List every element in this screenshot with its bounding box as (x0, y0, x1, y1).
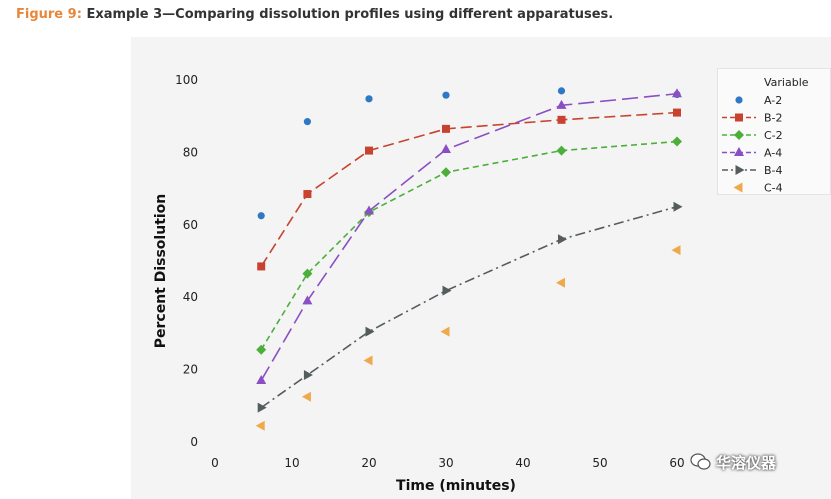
data-point-a-4 (256, 374, 267, 384)
series-b-4 (257, 201, 683, 413)
series-a-4 (256, 88, 682, 384)
watermark: 华溶仪器 (690, 452, 776, 473)
data-point-c-4 (671, 245, 681, 256)
data-point-c-2 (556, 145, 567, 156)
data-point-b-2 (673, 108, 681, 117)
series-line-a-4 (260, 92, 678, 381)
data-point-a-2 (303, 118, 311, 126)
chart-series (255, 87, 683, 431)
legend-marker-c-4 (733, 182, 743, 193)
series-c-4 (255, 245, 681, 431)
x-tick-label: 30 (438, 456, 453, 470)
series-line-c-2 (260, 140, 678, 351)
legend-item-b-2: B-2 (722, 112, 783, 125)
wechat-icon (690, 453, 711, 470)
data-point-c-4 (363, 355, 373, 366)
legend-title: Variable (764, 76, 809, 89)
legend-marker-a-4 (734, 147, 744, 156)
data-point-b-2 (257, 262, 266, 271)
data-point-c-2 (672, 136, 682, 147)
x-tick-label: 20 (361, 456, 376, 470)
data-point-b-4 (442, 285, 452, 296)
legend-marker-a-2 (735, 96, 743, 104)
y-tick-label: 20 (183, 363, 198, 377)
data-point-c-2 (441, 167, 451, 178)
data-point-b-2 (442, 124, 450, 133)
figure-number: Figure 9: (16, 7, 82, 22)
data-point-c-4 (301, 391, 311, 402)
y-tick-label: 80 (183, 145, 198, 159)
legend-item-c-4: C-4 (733, 182, 783, 195)
y-tick-label: 60 (183, 218, 198, 232)
x-tick-label: 60 (669, 456, 684, 470)
legend-item-c-2: C-2 (722, 129, 783, 142)
data-point-a-2 (365, 95, 373, 103)
x-tick-label: 10 (284, 456, 299, 470)
data-point-c-2 (302, 268, 313, 279)
series-a-2 (257, 87, 681, 220)
y-tick-label: 100 (175, 73, 198, 87)
legend-label-c-4: C-4 (764, 182, 783, 195)
data-point-b-2 (303, 190, 312, 199)
y-tick-label: 0 (190, 435, 198, 449)
x-axis-label: Time (minutes) (396, 478, 516, 494)
data-point-b-2 (365, 146, 373, 155)
data-point-a-2 (257, 212, 265, 220)
watermark-text: 华溶仪器 (716, 454, 777, 472)
legend-marker-c-2 (734, 130, 744, 140)
figure-caption: Figure 9: Example 3—Comparing dissolutio… (16, 7, 613, 22)
data-point-c-4 (255, 420, 265, 431)
data-point-c-2 (256, 344, 267, 355)
data-point-a-2 (442, 91, 450, 99)
data-point-b-4 (673, 201, 683, 212)
x-tick-label: 40 (515, 456, 530, 470)
data-point-a-4 (302, 295, 313, 305)
series-line-b-4 (260, 205, 678, 409)
y-axis-label: Percent Dissolution (153, 194, 169, 349)
series-c-2 (256, 136, 682, 355)
data-point-c-4 (556, 277, 565, 288)
legend-item-a-2: A-2 (735, 94, 782, 107)
data-point-c-4 (440, 326, 450, 337)
legend-label-b-2: B-2 (764, 112, 783, 125)
data-point-a-4 (441, 144, 451, 154)
data-point-a-2 (557, 87, 566, 95)
figure-caption-text: Example 3—Comparing dissolution profiles… (86, 7, 614, 22)
data-point-a-4 (672, 88, 682, 98)
data-point-b-4 (558, 234, 567, 245)
legend-label-b-4: B-4 (764, 164, 783, 177)
chart-axes: 0 10 20 30 40 50 60 0 20 40 60 80 100 Time (minutes) P… (153, 73, 685, 494)
chart-panel (131, 37, 831, 499)
data-point-a-4 (556, 99, 567, 109)
data-point-b-4 (257, 402, 267, 413)
data-point-b-4 (365, 326, 375, 337)
x-tick-label: 50 (592, 456, 607, 470)
chart-legend: Variable A-2 B-2 C-2 A-4 B-4 C-4 (722, 76, 809, 195)
series-line-b-2 (260, 111, 678, 267)
data-point-a-4 (364, 205, 374, 215)
series-b-2 (257, 108, 681, 271)
legend-item-a-4: A-4 (722, 147, 782, 160)
legend-label-c-2: C-2 (764, 129, 783, 142)
legend-marker-b-2 (735, 113, 743, 122)
data-point-b-4 (303, 370, 313, 381)
legend-label-a-2: A-2 (764, 94, 782, 107)
legend-marker-b-4 (735, 165, 745, 175)
legend-item-b-4: B-4 (722, 164, 783, 177)
x-tick-label: 0 (211, 456, 219, 470)
legend-label-a-4: A-4 (764, 147, 782, 160)
y-tick-label: 40 (183, 290, 198, 304)
data-point-b-2 (557, 115, 566, 124)
